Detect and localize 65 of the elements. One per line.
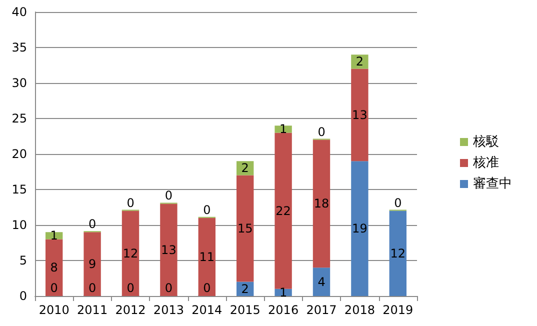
x-tick-label: 2010 — [38, 303, 70, 317]
data-label: 0 — [164, 281, 173, 295]
y-tick-label: 0 — [19, 289, 27, 303]
data-label: 4 — [318, 274, 326, 289]
bar — [122, 210, 140, 296]
bar — [160, 204, 178, 296]
x-tick-label: 2014 — [192, 303, 222, 317]
y-tick-label: 30 — [12, 76, 27, 90]
data-label: 11 — [199, 250, 215, 264]
data-label: 22 — [276, 204, 291, 218]
data-label: 0 — [88, 217, 96, 232]
data-label: 12 — [122, 246, 138, 260]
data-label: 9 — [88, 257, 96, 272]
x-tick-label: 2012 — [115, 303, 146, 317]
data-label: 1 — [50, 228, 58, 243]
legend-label: 核駁 — [472, 134, 499, 150]
data-label: 8 — [50, 260, 58, 275]
bar — [84, 232, 101, 296]
data-label: 0 — [203, 281, 211, 295]
y-tick-label: 35 — [12, 40, 27, 54]
bar — [312, 268, 330, 296]
bar — [236, 161, 254, 176]
data-label: 0 — [164, 188, 173, 203]
data-label: 0 — [126, 281, 134, 295]
y-tick-label: 15 — [12, 182, 27, 196]
bar — [274, 132, 292, 289]
data-label: 13 — [352, 108, 368, 122]
bar — [236, 175, 254, 282]
data-label: 15 — [237, 222, 253, 236]
data-label: 0 — [50, 281, 58, 295]
x-tick-label: 2013 — [153, 303, 184, 317]
bar — [351, 161, 368, 296]
data-label: 1 — [279, 122, 288, 136]
bar — [351, 54, 368, 69]
x-tick-label: 2017 — [306, 303, 337, 317]
data-label: 2 — [241, 282, 249, 296]
data-label: 0 — [394, 196, 402, 210]
data-label: 0 — [318, 124, 326, 139]
bar — [46, 239, 63, 296]
y-tick-label: 20 — [12, 147, 27, 161]
legend-label: 審查中 — [473, 176, 512, 192]
y-tick-label: 5 — [19, 254, 27, 268]
y-tick-label: 10 — [12, 218, 27, 232]
data-label: 12 — [390, 246, 406, 260]
data-label: 0 — [203, 202, 211, 217]
data-label: 19 — [352, 222, 368, 236]
data-label: 2 — [356, 54, 364, 69]
bar — [389, 210, 406, 296]
data-label: 0 — [88, 281, 96, 295]
data-label: 18 — [314, 196, 330, 211]
data-label: 2 — [241, 161, 249, 176]
bar — [351, 68, 368, 162]
legend-label: 核准 — [472, 156, 499, 170]
x-tick-label: 2019 — [382, 303, 414, 317]
bar — [198, 218, 216, 296]
data-label: 0 — [126, 196, 134, 210]
data-label: 1 — [279, 285, 288, 300]
x-tick-label: 2016 — [268, 303, 299, 317]
x-tick-label: 2018 — [344, 303, 375, 317]
x-tick-label: 2011 — [77, 303, 108, 317]
y-tick-label: 25 — [12, 112, 27, 126]
x-tick-label: 2015 — [230, 303, 260, 317]
bar — [312, 140, 330, 268]
data-label: 13 — [161, 242, 176, 257]
y-tick-label: 40 — [12, 5, 27, 19]
